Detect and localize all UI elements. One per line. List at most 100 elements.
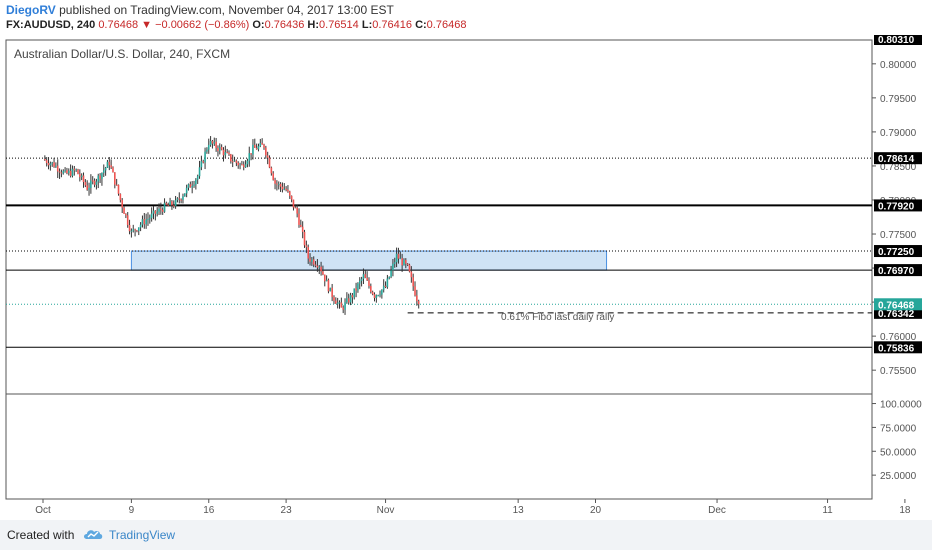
high-value: 0.76514 [319, 19, 359, 31]
candle-body [276, 183, 278, 185]
candle-body [281, 186, 284, 190]
level-label-bg [874, 341, 922, 354]
candle-body [193, 184, 195, 187]
candle-body [102, 170, 105, 174]
last-price-value: 0.76468 [98, 19, 139, 31]
level-label-bg [874, 245, 922, 258]
candle-body [147, 218, 149, 220]
candle-body [346, 298, 348, 303]
candle-body [241, 164, 243, 166]
candle-body [375, 295, 378, 299]
candle-body [112, 167, 114, 173]
candle-body [91, 180, 94, 182]
candle-body [150, 213, 153, 218]
candle-body [347, 298, 350, 303]
candle-body [202, 161, 205, 163]
candle-body [230, 154, 232, 162]
candle-body [154, 210, 157, 214]
candle-body [156, 211, 158, 214]
level-label: 0.78614 [878, 154, 915, 165]
candle-body [231, 161, 234, 163]
candle-body [294, 207, 297, 209]
indicator-tick-label: 50.0000 [880, 447, 917, 458]
candle-body [309, 258, 311, 262]
candle-body [417, 301, 420, 305]
price-chart[interactable]: Australian Dollar/U.S. Dollar, 240, FXCM… [0, 0, 932, 520]
high-label: H: [307, 19, 320, 31]
candle-body [377, 295, 379, 297]
candle-body [200, 161, 203, 168]
price-tick-label: 0.78500 [880, 162, 917, 173]
candle-body [86, 185, 88, 190]
candle-body [255, 147, 258, 150]
author-name[interactable]: DiegoRV [6, 3, 56, 17]
candle-body [390, 270, 392, 277]
candle-body [288, 191, 291, 196]
chart-title: Australian Dollar/U.S. Dollar, 240, FXCM [14, 47, 230, 61]
candle-body [132, 229, 135, 231]
publish-info: DiegoRV published on TradingView.com, No… [6, 3, 394, 17]
candle-body [137, 227, 140, 231]
candle-body [88, 187, 90, 190]
candle-body [141, 219, 144, 225]
candle-body [195, 179, 197, 185]
candle-body [130, 230, 133, 232]
candle-body [342, 307, 344, 310]
candle-body [318, 266, 321, 268]
indicator-tick-label: 75.0000 [880, 423, 917, 434]
candle-body [226, 151, 228, 153]
price-tick-label: 0.79500 [880, 94, 917, 105]
level-label-bg [874, 264, 922, 277]
indicator-tick-label: 100.0000 [880, 400, 922, 411]
candle-body [338, 302, 341, 304]
candle-body [410, 271, 413, 278]
candle-body [73, 168, 76, 171]
candle-body [357, 283, 359, 291]
time-tick-label: 23 [281, 505, 293, 516]
candle-body [145, 219, 147, 225]
candle-body [325, 279, 328, 282]
candle-body [408, 264, 411, 272]
candle-body [393, 262, 396, 264]
candle-body [312, 259, 315, 265]
candle-body [344, 302, 346, 310]
candle-body [388, 276, 391, 279]
candle-body [47, 163, 50, 166]
candle-body [167, 204, 170, 206]
candle-body [235, 160, 238, 163]
top-price-label-bg [874, 35, 922, 45]
candle-body [110, 165, 112, 168]
candle-body [384, 285, 387, 288]
candle-body [62, 171, 65, 174]
candle-body [405, 260, 407, 264]
candle-body [250, 153, 252, 155]
candle-body [152, 210, 155, 214]
candle-body [261, 142, 263, 145]
candle-body [158, 208, 160, 212]
price-tick-label: 0.79000 [880, 128, 917, 139]
candle-body [117, 184, 120, 194]
candle-body [311, 259, 313, 262]
candle-body [401, 258, 403, 266]
tradingview-cloud-icon[interactable] [82, 526, 104, 542]
close-value: 0.76468 [426, 19, 467, 31]
candle-body [204, 151, 206, 163]
candle-body [392, 263, 394, 271]
time-tick-label: Dec [708, 505, 726, 516]
candle-body [174, 200, 177, 207]
time-tick-label: 11 [822, 505, 833, 516]
candle-body [265, 147, 267, 156]
candle-body [184, 193, 186, 197]
candle-body [406, 263, 409, 265]
tradingview-brand[interactable]: TradingView [109, 528, 176, 542]
price-tick-label: 0.75500 [880, 366, 917, 377]
candle-body [237, 162, 240, 166]
last-price-label-bg [874, 298, 922, 311]
candle-body [211, 140, 214, 144]
price-tick-label: 0.80000 [880, 60, 917, 71]
candle-body [371, 291, 374, 295]
candle-body [123, 207, 125, 214]
price-change: −0.00662 (−0.86%) [155, 19, 250, 31]
candles [44, 136, 420, 315]
candle-body [305, 245, 308, 248]
